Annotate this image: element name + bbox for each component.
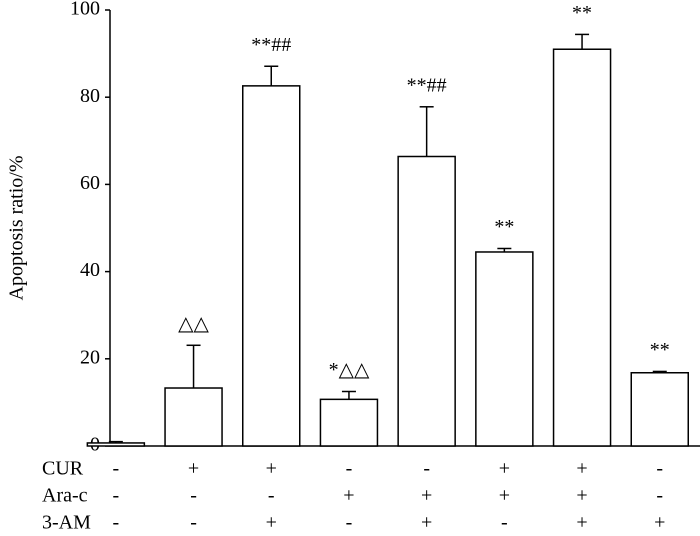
annotation: **## — [407, 74, 447, 96]
annotation: **## — [251, 34, 291, 56]
bar — [630, 372, 689, 447]
condition-sign: - — [113, 512, 120, 534]
y-tick-label: 20 — [80, 346, 100, 368]
condition-sign: + — [266, 458, 277, 480]
condition-sign: + — [576, 512, 587, 534]
bar — [552, 48, 612, 447]
condition-sign: - — [423, 458, 430, 480]
annotation: △△ — [178, 313, 209, 335]
condition-sign: - — [346, 512, 353, 534]
bar — [397, 155, 456, 447]
condition-label: 3-AM — [42, 512, 91, 534]
condition-sign: + — [576, 458, 587, 480]
condition-sign: - — [501, 512, 508, 534]
condition-sign: - — [113, 458, 120, 480]
condition-sign: - — [656, 485, 663, 507]
bar — [86, 442, 146, 447]
y-tick-label: 100 — [70, 0, 100, 20]
y-axis-label: Apoptosis ratio/% — [6, 156, 28, 301]
condition-sign: - — [268, 485, 275, 507]
condition-sign: + — [188, 458, 199, 480]
bar — [164, 387, 223, 447]
condition-sign: + — [266, 512, 277, 534]
condition-sign: - — [346, 458, 353, 480]
bar — [319, 398, 379, 447]
condition-sign: - — [656, 458, 663, 480]
y-tick-label: 80 — [80, 85, 100, 107]
bar — [242, 85, 301, 447]
annotation: ** — [650, 339, 670, 361]
bar — [475, 251, 534, 447]
condition-sign: + — [654, 512, 665, 534]
condition-sign: + — [499, 485, 510, 507]
annotation: ** — [494, 216, 514, 238]
condition-sign: + — [421, 485, 432, 507]
condition-label: Ara-c — [42, 485, 88, 507]
annotation: *△△ — [329, 359, 370, 381]
condition-sign: + — [499, 458, 510, 480]
condition-sign: + — [576, 485, 587, 507]
y-tick-label: 40 — [80, 259, 100, 281]
condition-sign: - — [190, 485, 197, 507]
condition-sign: - — [190, 512, 197, 534]
condition-sign: + — [343, 485, 354, 507]
condition-sign: - — [113, 485, 120, 507]
condition-sign: + — [421, 512, 432, 534]
y-tick-label: 60 — [80, 172, 100, 194]
condition-label: CUR — [42, 458, 84, 480]
annotation: ** — [572, 2, 592, 24]
